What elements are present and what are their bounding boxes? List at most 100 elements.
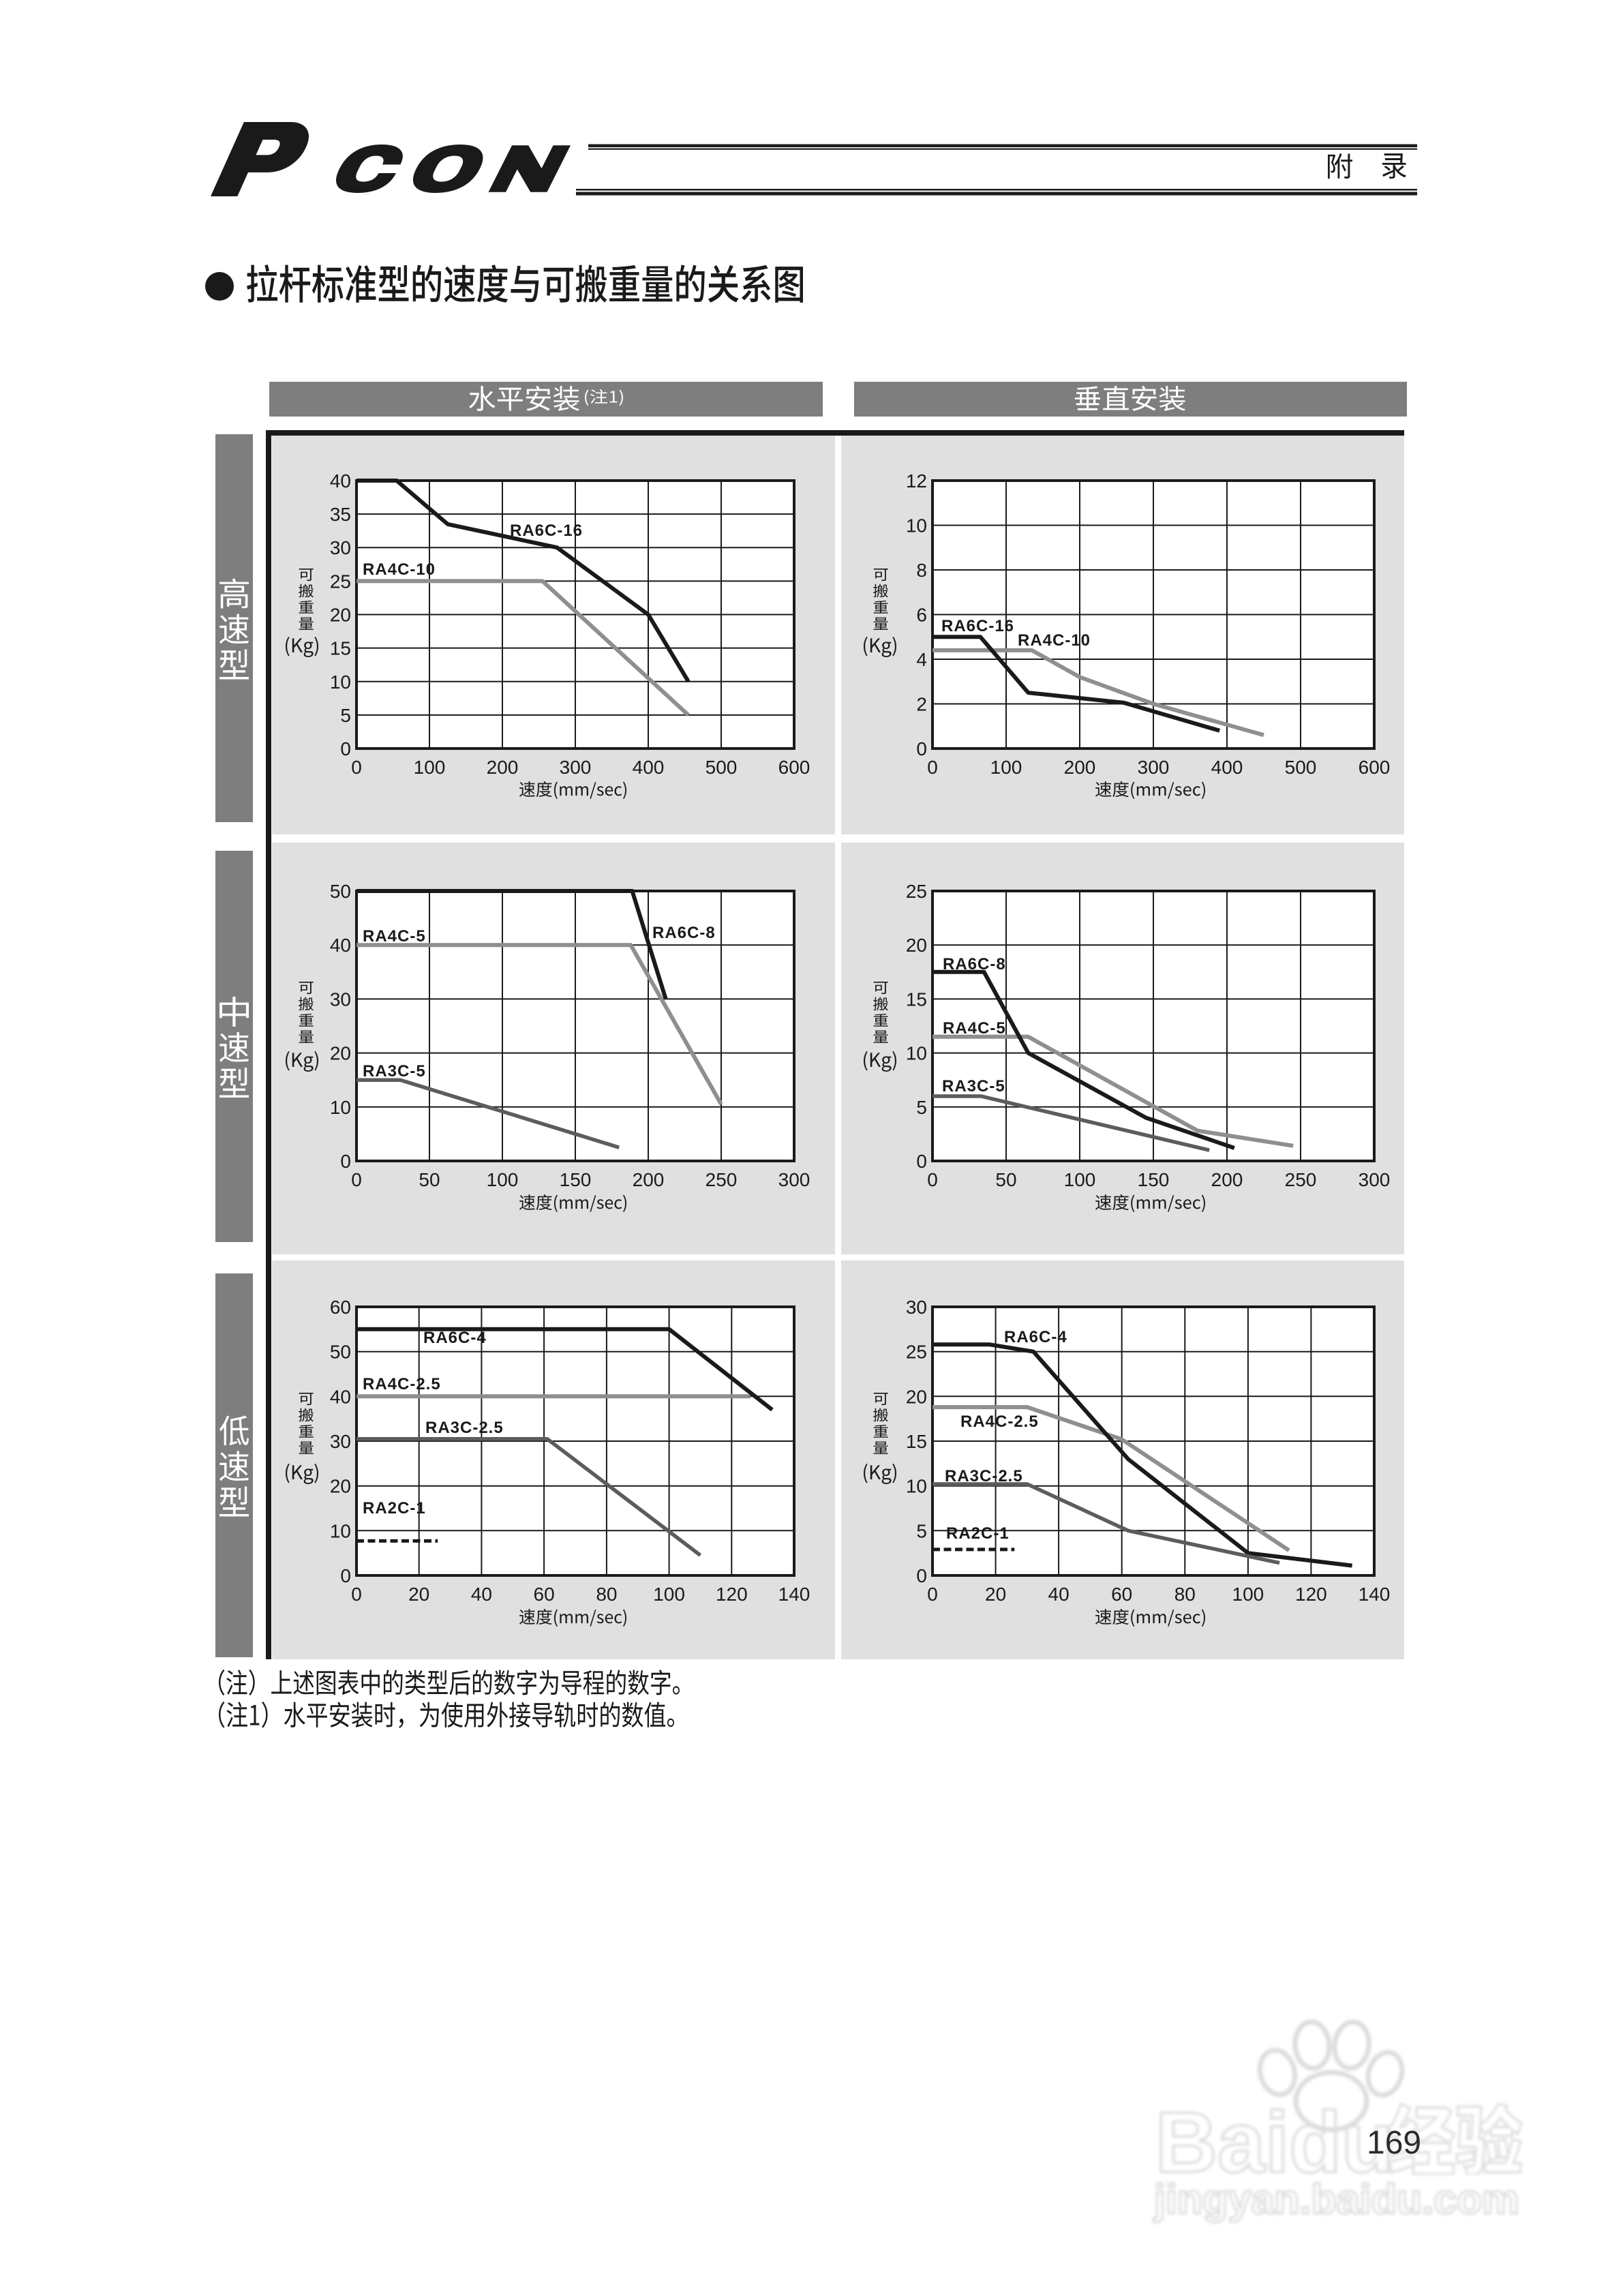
svg-text:50: 50 xyxy=(419,1169,440,1190)
svg-text:600: 600 xyxy=(778,757,810,778)
svg-text:20: 20 xyxy=(330,1043,351,1064)
svg-text:500: 500 xyxy=(1285,757,1317,778)
svg-text:100: 100 xyxy=(1064,1169,1096,1190)
svg-text:RA6C-16: RA6C-16 xyxy=(510,522,583,540)
svg-text:12: 12 xyxy=(906,470,927,492)
svg-text:RA4C-2.5: RA4C-2.5 xyxy=(960,1413,1039,1431)
svg-text:300: 300 xyxy=(1359,1169,1391,1190)
svg-text:80: 80 xyxy=(1174,1584,1196,1605)
svg-text:10: 10 xyxy=(906,1043,927,1064)
svg-text:RA4C-5: RA4C-5 xyxy=(363,927,426,946)
svg-text:jingyan.baidu.com: jingyan.baidu.com xyxy=(1153,2176,1519,2222)
svg-text:RA6C-8: RA6C-8 xyxy=(943,955,1006,973)
svg-text:RA2C-1: RA2C-1 xyxy=(946,1524,1010,1543)
svg-text:100: 100 xyxy=(990,757,1022,778)
svg-text:30: 30 xyxy=(906,1297,927,1318)
svg-text:10: 10 xyxy=(330,671,351,693)
svg-text:RA4C-10: RA4C-10 xyxy=(363,560,436,579)
svg-text:80: 80 xyxy=(596,1584,617,1605)
svg-text:169: 169 xyxy=(1367,2125,1421,2161)
svg-text:20: 20 xyxy=(408,1584,429,1605)
svg-text:20: 20 xyxy=(906,1386,927,1407)
svg-text:0: 0 xyxy=(927,1584,938,1605)
svg-text:RA6C-16: RA6C-16 xyxy=(941,617,1014,635)
svg-text:40: 40 xyxy=(1048,1584,1070,1605)
svg-text:250: 250 xyxy=(1285,1169,1317,1190)
svg-text:0: 0 xyxy=(927,1169,938,1190)
svg-text:200: 200 xyxy=(1211,1169,1243,1190)
svg-text:400: 400 xyxy=(1211,757,1243,778)
svg-text:50: 50 xyxy=(330,1342,351,1363)
svg-text:20: 20 xyxy=(330,605,351,626)
svg-text:2: 2 xyxy=(916,694,927,715)
svg-text:150: 150 xyxy=(560,1169,592,1190)
svg-text:25: 25 xyxy=(330,571,351,592)
svg-text:100: 100 xyxy=(1232,1584,1264,1605)
svg-text:RA3C-5: RA3C-5 xyxy=(363,1062,426,1081)
svg-text:60: 60 xyxy=(1111,1584,1132,1605)
svg-text:10: 10 xyxy=(330,1097,351,1118)
svg-text:RA3C-5: RA3C-5 xyxy=(942,1077,1005,1096)
svg-text:100: 100 xyxy=(487,1169,519,1190)
svg-text:400: 400 xyxy=(633,757,665,778)
svg-text:RA2C-1: RA2C-1 xyxy=(363,1499,426,1517)
svg-text:200: 200 xyxy=(633,1169,665,1190)
svg-text:0: 0 xyxy=(340,1151,351,1172)
svg-text:RA4C-5: RA4C-5 xyxy=(943,1019,1006,1038)
svg-text:0: 0 xyxy=(351,1584,362,1605)
svg-text:4: 4 xyxy=(916,649,927,670)
svg-text:10: 10 xyxy=(330,1520,351,1541)
svg-text:120: 120 xyxy=(716,1584,748,1605)
svg-text:30: 30 xyxy=(330,988,351,1010)
svg-text:300: 300 xyxy=(1138,757,1170,778)
svg-text:40: 40 xyxy=(330,470,351,492)
svg-text:5: 5 xyxy=(916,1520,927,1541)
svg-text:140: 140 xyxy=(1359,1584,1391,1605)
svg-text:6: 6 xyxy=(916,605,927,626)
svg-text:RA3C-2.5: RA3C-2.5 xyxy=(425,1419,504,1437)
svg-text:RA4C-2.5: RA4C-2.5 xyxy=(363,1375,441,1393)
svg-text:30: 30 xyxy=(330,1431,351,1452)
svg-text:300: 300 xyxy=(560,757,592,778)
svg-text:60: 60 xyxy=(330,1297,351,1318)
svg-text:0: 0 xyxy=(916,1151,927,1172)
svg-text:0: 0 xyxy=(340,1565,351,1586)
svg-text:25: 25 xyxy=(906,1342,927,1363)
svg-text:20: 20 xyxy=(906,935,927,956)
svg-text:0: 0 xyxy=(351,757,362,778)
svg-text:15: 15 xyxy=(330,638,351,659)
svg-text:40: 40 xyxy=(330,1386,351,1407)
svg-text:200: 200 xyxy=(1064,757,1096,778)
svg-text:8: 8 xyxy=(916,560,927,581)
svg-text:0: 0 xyxy=(916,738,927,759)
svg-text:40: 40 xyxy=(330,935,351,956)
svg-text:20: 20 xyxy=(985,1584,1006,1605)
svg-text:30: 30 xyxy=(330,537,351,558)
svg-text:50: 50 xyxy=(330,881,351,902)
svg-text:40: 40 xyxy=(471,1584,492,1605)
svg-text:0: 0 xyxy=(916,1565,927,1586)
svg-text:RA3C-2.5: RA3C-2.5 xyxy=(945,1467,1023,1485)
svg-text:200: 200 xyxy=(487,757,519,778)
svg-text:250: 250 xyxy=(706,1169,738,1190)
svg-text:100: 100 xyxy=(653,1584,685,1605)
svg-text:60: 60 xyxy=(534,1584,555,1605)
svg-text:500: 500 xyxy=(706,757,738,778)
svg-text:140: 140 xyxy=(778,1584,810,1605)
svg-text:150: 150 xyxy=(1138,1169,1170,1190)
svg-text:50: 50 xyxy=(995,1169,1016,1190)
svg-text:Baidu: Baidu xyxy=(1155,2094,1394,2190)
svg-text:10: 10 xyxy=(906,515,927,537)
svg-text:100: 100 xyxy=(414,757,446,778)
svg-text:0: 0 xyxy=(340,738,351,759)
svg-text:5: 5 xyxy=(340,705,351,726)
svg-text:RA6C-4: RA6C-4 xyxy=(1004,1328,1067,1346)
svg-text:5: 5 xyxy=(916,1097,927,1118)
svg-text:10: 10 xyxy=(906,1476,927,1497)
svg-text:300: 300 xyxy=(778,1169,810,1190)
svg-text:25: 25 xyxy=(906,881,927,902)
svg-text:35: 35 xyxy=(330,504,351,525)
svg-text:RA4C-10: RA4C-10 xyxy=(1018,631,1091,650)
svg-text:15: 15 xyxy=(906,1431,927,1452)
svg-text:RA6C-4: RA6C-4 xyxy=(423,1329,487,1347)
